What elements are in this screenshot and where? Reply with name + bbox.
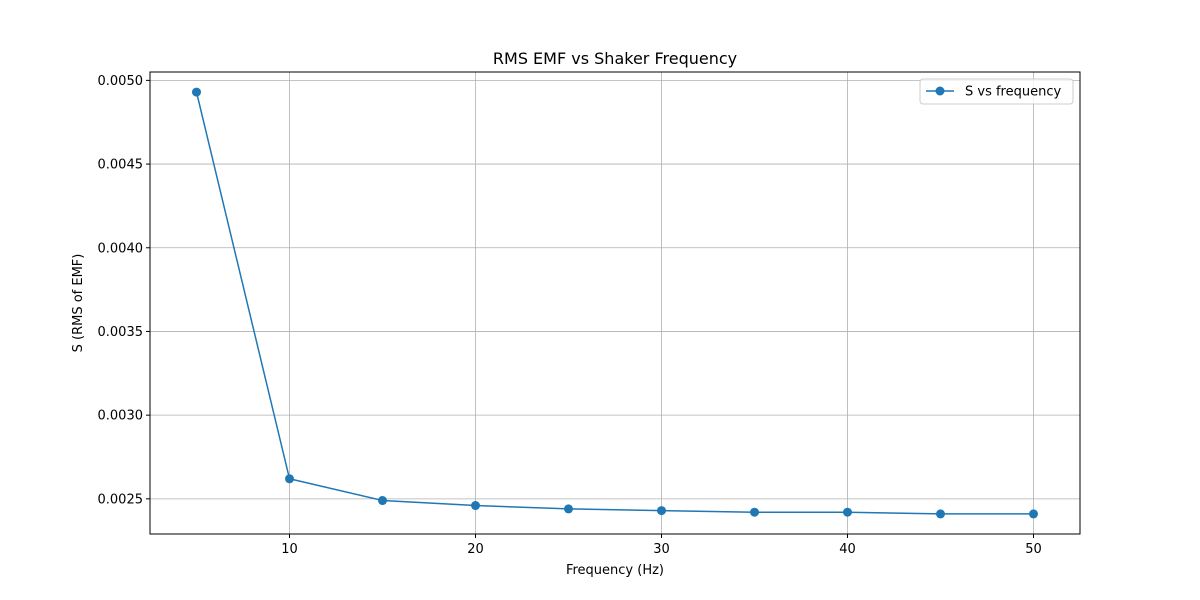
x-tick-label: 50 [1025, 542, 1042, 557]
series-line [195, 91, 1034, 515]
y-tick-label: 0.0035 [98, 325, 144, 340]
legend-label: S vs frequency [965, 85, 1061, 100]
ticks: 10 20 30 40 50 0.0025 0.0030 0.0035 0.0040 0.0045… [98, 74, 1042, 557]
legend-marker [935, 86, 945, 96]
data-point [657, 506, 666, 516]
x-tick-label: 20 [467, 542, 484, 557]
data-point [936, 509, 945, 519]
x-axis-label: Frequency (Hz) [566, 563, 664, 578]
y-tick-label: 0.0030 [98, 409, 144, 424]
legend-box [919, 78, 1074, 105]
series-layer [192, 87, 1038, 519]
x-tick-label: 10 [281, 542, 298, 557]
x-tick-label: 40 [839, 542, 856, 557]
data-point [564, 504, 573, 514]
plot-frame [149, 71, 1081, 535]
y-tick-label: 0.0040 [98, 241, 144, 256]
x-tick-label: 30 [653, 542, 670, 557]
data-point [378, 496, 387, 506]
data-point [192, 87, 201, 97]
y-tick-label: 0.0045 [98, 158, 144, 173]
y-axis-label: S (RMS of EMF) [71, 254, 86, 353]
legend: S vs frequency [919, 78, 1074, 105]
data-point [843, 507, 852, 517]
y-tick-label: 0.0050 [98, 74, 144, 89]
data-point [285, 474, 294, 484]
data-point [750, 507, 759, 517]
chart-title: RMS EMF vs Shaker Frequency [493, 49, 737, 68]
y-tick-label: 0.0025 [98, 492, 144, 507]
data-point [471, 501, 480, 511]
data-point [1029, 509, 1038, 519]
